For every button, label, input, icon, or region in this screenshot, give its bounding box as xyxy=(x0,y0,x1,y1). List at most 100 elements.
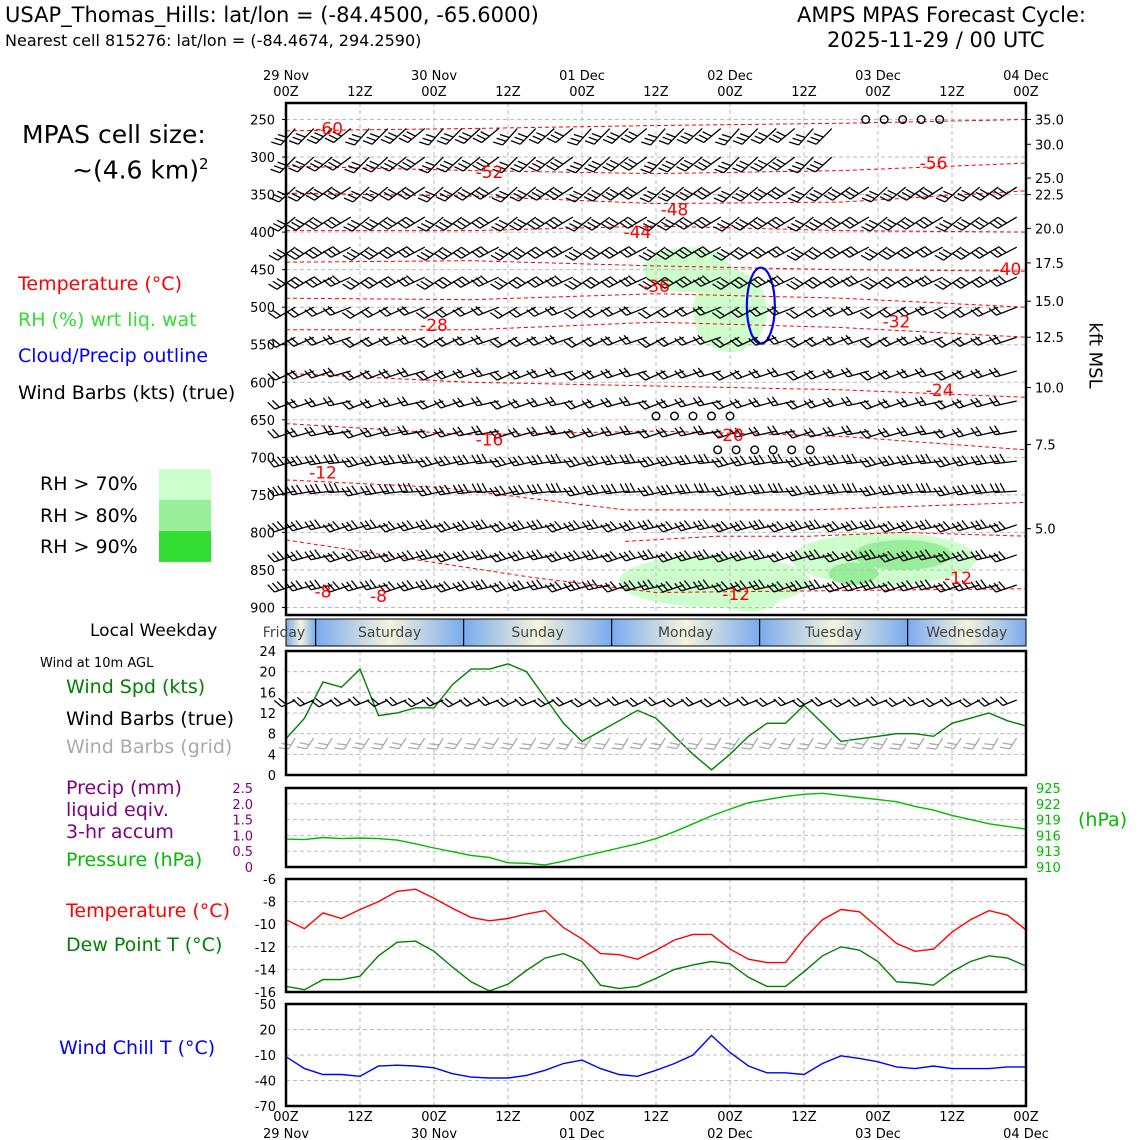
barb-flag xyxy=(545,222,555,229)
barb-flag xyxy=(458,162,468,169)
kft-tick-label: 35.0 xyxy=(1035,114,1064,129)
barb-flag xyxy=(383,249,392,257)
barb-flag xyxy=(703,482,710,493)
wind-barb xyxy=(323,246,352,258)
wind-barb xyxy=(342,246,370,261)
barb-staff xyxy=(953,737,962,750)
barb-flag xyxy=(692,336,701,345)
barb-flag xyxy=(489,524,497,533)
barb-flag xyxy=(925,453,932,463)
barb-staff xyxy=(352,186,370,203)
barb-flag xyxy=(406,550,414,559)
barb-staff xyxy=(661,490,684,496)
barb-flag xyxy=(988,368,997,378)
barb-flag xyxy=(568,521,576,530)
barb-flag xyxy=(877,339,887,347)
wind-barb xyxy=(748,336,777,346)
barb-flag xyxy=(396,336,405,345)
wind-barb xyxy=(285,455,314,467)
surface-wind-barb xyxy=(495,697,518,708)
barb-staff xyxy=(810,460,832,467)
barb-flag xyxy=(644,137,655,142)
barb-flag xyxy=(383,397,391,406)
barb-flag xyxy=(402,161,412,168)
barb-flag xyxy=(476,161,486,168)
barb-flag xyxy=(841,222,851,229)
barb-flag xyxy=(555,696,565,705)
grid-wind-barb xyxy=(481,737,500,750)
barb-flag xyxy=(443,218,453,225)
barb-flag xyxy=(803,581,811,591)
wind-barb xyxy=(988,581,1017,593)
barb-flag xyxy=(989,454,996,464)
wind-barb xyxy=(507,369,536,380)
barb-flag xyxy=(341,582,349,592)
barb-flag xyxy=(974,336,983,344)
barb-flag xyxy=(369,455,377,465)
barb-flag xyxy=(463,697,472,705)
barb-flag xyxy=(697,219,707,227)
barb-staff xyxy=(787,737,796,750)
barb-flag xyxy=(348,137,359,142)
barb-flag xyxy=(568,581,576,590)
barb-staff xyxy=(736,554,758,562)
barb-staff xyxy=(458,554,481,562)
barb-flag xyxy=(270,168,281,174)
barb-staff xyxy=(428,128,444,146)
barb-flag xyxy=(642,580,650,590)
wind-barb xyxy=(508,246,537,260)
barb-flag xyxy=(789,428,798,437)
rh80-swatch xyxy=(159,500,211,531)
wind-barb xyxy=(693,246,722,258)
barb-flag xyxy=(512,369,521,378)
grid-wind-barb xyxy=(962,737,981,750)
barb-staff xyxy=(810,400,832,409)
wind-barb xyxy=(822,454,851,466)
barb-flag xyxy=(905,276,915,284)
barb-flag xyxy=(498,456,507,465)
wind-barb xyxy=(285,520,314,532)
rh-area-5 xyxy=(828,562,878,585)
barb-flag xyxy=(863,428,872,437)
barb-flag xyxy=(722,746,733,750)
wind-barb xyxy=(433,455,462,467)
surface-wind-barb xyxy=(699,697,722,708)
barb-flag xyxy=(444,746,455,750)
barb-staff xyxy=(662,524,684,533)
barb-flag xyxy=(674,522,682,532)
wind-barb xyxy=(896,580,925,592)
barb-staff xyxy=(588,524,610,531)
barb-flag xyxy=(527,223,537,230)
barb-flag xyxy=(896,398,904,408)
barb-flag xyxy=(660,582,669,591)
barb-flag xyxy=(512,551,520,560)
barb-flag xyxy=(629,453,636,463)
wind-barb xyxy=(563,456,592,468)
barb-staff xyxy=(293,370,314,380)
barb-staff xyxy=(273,490,296,497)
wind-barb xyxy=(380,128,407,144)
barb-flag xyxy=(526,551,534,561)
barb-flag xyxy=(443,277,452,284)
barb-flag xyxy=(273,699,283,708)
barb-flag xyxy=(304,337,313,346)
barb-flag xyxy=(980,483,987,493)
barb-staff xyxy=(405,216,426,229)
barb-flag xyxy=(937,428,946,437)
barb-flag xyxy=(438,456,446,466)
barb-staff xyxy=(643,584,666,591)
barb-flag xyxy=(507,522,516,532)
barb-flag xyxy=(382,307,392,315)
barb-flag xyxy=(683,520,692,529)
wind-barb xyxy=(897,186,925,201)
barb-staff xyxy=(610,186,629,201)
barb-staff xyxy=(810,584,832,591)
barb-staff xyxy=(724,128,740,146)
barb-staff xyxy=(829,584,851,593)
pressure-tick-label: 916 xyxy=(1036,829,1061,844)
barb-flag xyxy=(877,524,886,533)
barb-flag xyxy=(586,279,596,287)
barb-flag xyxy=(545,454,552,464)
barb-flag xyxy=(999,453,1006,463)
barb-staff xyxy=(940,400,962,410)
